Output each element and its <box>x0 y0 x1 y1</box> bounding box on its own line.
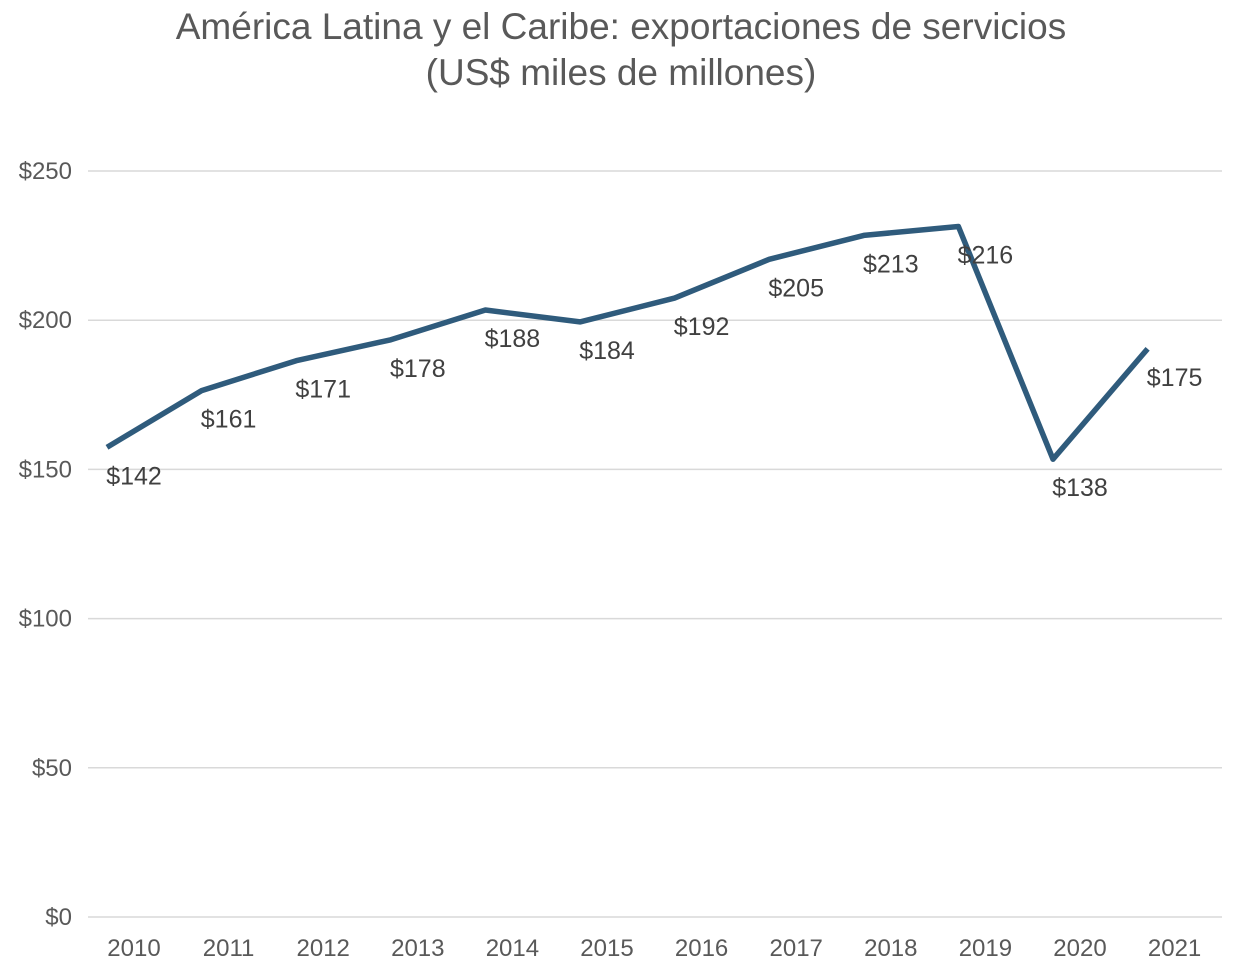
y-tick-label: $50 <box>32 755 72 782</box>
x-tick-label: 2010 <box>107 935 160 962</box>
x-tick-label: 2014 <box>486 935 539 962</box>
x-tick-label: 2018 <box>864 935 917 962</box>
data-label: $188 <box>485 325 541 353</box>
series-layer <box>105 223 1150 462</box>
data-label: $175 <box>1147 364 1203 392</box>
series-line <box>105 223 1150 462</box>
data-label: $161 <box>201 406 257 434</box>
data-labels: $142 $161 $171 $178 $188 $184 $192 $205 $213 $216… <box>106 241 1202 502</box>
x-tick-label: 2012 <box>297 935 350 962</box>
data-label: $216 <box>958 241 1014 269</box>
x-tick-label: 2019 <box>959 935 1012 962</box>
x-tick-label: 2013 <box>391 935 444 962</box>
y-tick-label: $100 <box>19 606 72 633</box>
data-label: $142 <box>106 462 162 490</box>
data-label: $213 <box>863 250 919 278</box>
gridlines <box>88 170 1222 918</box>
data-label: $184 <box>579 337 635 365</box>
x-axis-tick-labels: 2010 2011 2012 2013 2014 2015 2016 2017 2018 2019… <box>107 935 1201 962</box>
x-tick-label: 2015 <box>580 935 633 962</box>
data-label: $171 <box>295 376 351 404</box>
y-tick-label: $200 <box>19 307 72 334</box>
chart-title-block: América Latina y el Caribe: exportacione… <box>0 4 1242 96</box>
y-tick-label: $250 <box>19 158 72 185</box>
data-label: $205 <box>768 274 824 302</box>
chart-title: América Latina y el Caribe: exportacione… <box>175 6 1067 47</box>
x-tick-label: 2017 <box>770 935 823 962</box>
x-tick-label: 2011 <box>203 935 255 962</box>
y-axis-tick-labels: $0 $50 $100 $150 $200 $250 <box>19 158 72 931</box>
y-tick-label: $0 <box>45 904 72 931</box>
data-label: $138 <box>1052 474 1108 502</box>
x-tick-label: 2016 <box>675 935 728 962</box>
x-tick-label: 2021 <box>1148 935 1201 962</box>
x-tick-label: 2020 <box>1053 935 1106 962</box>
data-label: $178 <box>390 355 446 383</box>
y-tick-label: $150 <box>19 456 72 483</box>
chart-subtitle: (US$ miles de millones) <box>425 52 817 93</box>
data-label: $192 <box>674 313 730 341</box>
